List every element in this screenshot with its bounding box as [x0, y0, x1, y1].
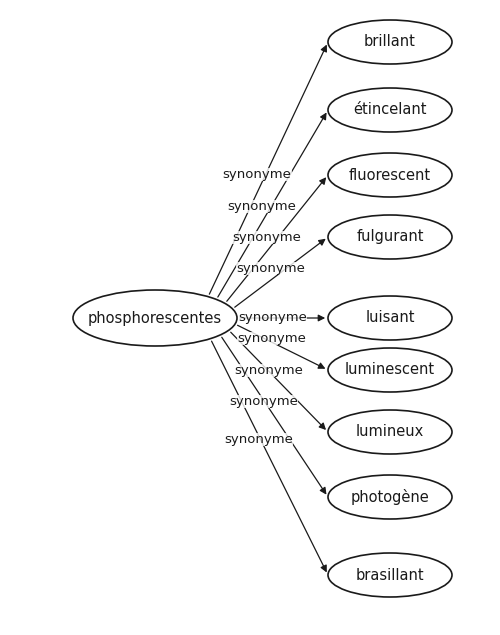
Text: synonyme: synonyme	[238, 312, 308, 324]
Text: synonyme: synonyme	[234, 363, 303, 377]
Text: étincelant: étincelant	[353, 102, 427, 117]
Ellipse shape	[328, 410, 452, 454]
Text: brillant: brillant	[364, 34, 416, 50]
Text: synonyme: synonyme	[238, 332, 306, 345]
Text: fluorescent: fluorescent	[349, 168, 431, 182]
Text: luminescent: luminescent	[345, 363, 435, 377]
Text: synonyme: synonyme	[236, 262, 305, 275]
Ellipse shape	[73, 290, 237, 346]
Text: luisant: luisant	[365, 311, 415, 326]
Text: synonyme: synonyme	[222, 168, 292, 180]
Text: brasillant: brasillant	[356, 568, 424, 582]
Text: photogène: photogène	[350, 489, 430, 505]
Ellipse shape	[328, 215, 452, 259]
Ellipse shape	[328, 475, 452, 519]
Ellipse shape	[328, 20, 452, 64]
Text: synonyme: synonyme	[232, 231, 301, 244]
Ellipse shape	[328, 296, 452, 340]
Ellipse shape	[328, 553, 452, 597]
Text: synonyme: synonyme	[224, 432, 292, 446]
Ellipse shape	[328, 153, 452, 197]
Text: fulgurant: fulgurant	[356, 229, 424, 244]
Text: lumineux: lumineux	[356, 425, 424, 439]
Ellipse shape	[328, 348, 452, 392]
Text: synonyme: synonyme	[230, 396, 298, 408]
Text: phosphorescentes: phosphorescentes	[88, 311, 222, 326]
Text: synonyme: synonyme	[227, 199, 296, 213]
Ellipse shape	[328, 88, 452, 132]
